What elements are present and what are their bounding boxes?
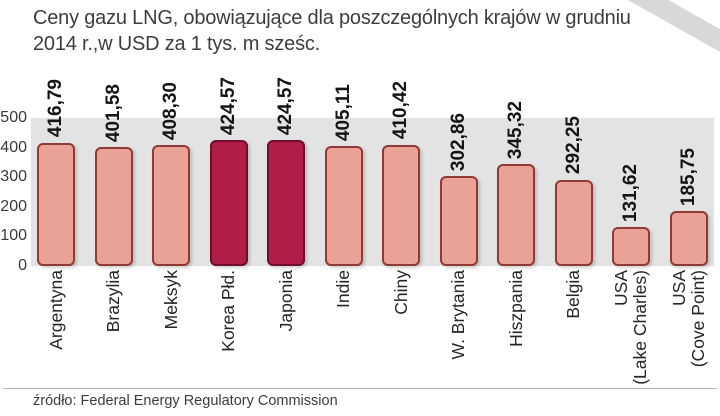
category-column-5: Japonia bbox=[267, 270, 305, 385]
bar-value-label: 302,86 bbox=[447, 113, 469, 172]
category-label-line: (Cove Point) bbox=[687, 270, 708, 368]
category-label-line: Indie bbox=[333, 270, 354, 308]
category-label-line: W. Brytania bbox=[448, 270, 469, 360]
category-label: USA (Lake Charles) bbox=[611, 270, 651, 385]
category-label-line: Chiny bbox=[390, 270, 411, 315]
bar-12 bbox=[669, 211, 708, 266]
bar-8 bbox=[439, 176, 478, 266]
bar-column-9: 345,32 bbox=[497, 101, 536, 266]
bar-value-label: 416,79 bbox=[45, 79, 66, 138]
bar-1 bbox=[37, 142, 75, 266]
plot-area: 416,79 401,58 408,30 424,57 424,57 405,11 410,… bbox=[31, 77, 714, 266]
bar-3 bbox=[152, 145, 191, 266]
x-labels-row: Argentyna Brazylia Meksyk Korea Płd. Japonia… bbox=[37, 270, 708, 385]
y-axis: 500 400 300 200 100 0 bbox=[0, 109, 27, 274]
bar-value-label: 408,30 bbox=[160, 81, 182, 141]
category-label-line: Korea Płd. bbox=[218, 270, 239, 352]
bar-4 bbox=[209, 140, 248, 266]
bar-value-label: 401,58 bbox=[102, 83, 124, 143]
y-tick-label: 400 bbox=[0, 138, 27, 156]
bar-5 bbox=[267, 140, 306, 266]
category-label-line: Japonia bbox=[275, 270, 296, 332]
bar-value-label: 292,25 bbox=[562, 116, 584, 175]
category-label-line: Brazylia bbox=[103, 270, 124, 333]
footer: źródło: Federal Energy Regulatory Commis… bbox=[3, 388, 717, 409]
y-tick-label: 500 bbox=[0, 109, 27, 126]
chart-title-line-1: Ceny gazu LNG, obowiązujące dla poszczeg… bbox=[33, 7, 631, 29]
category-label-line: Belgia bbox=[563, 270, 584, 319]
category-column-9: Hiszpania bbox=[497, 270, 535, 385]
y-tick-label: 100 bbox=[0, 227, 27, 245]
category-label-line: Argentyna bbox=[45, 270, 66, 350]
bar-column-3: 408,30 bbox=[152, 82, 191, 266]
category-label: Brazylia bbox=[103, 270, 124, 333]
bar-9 bbox=[497, 163, 536, 266]
category-column-11: USA (Lake Charles) bbox=[611, 270, 651, 385]
category-label: W. Brytania bbox=[448, 270, 469, 360]
bar-value-label: 410,42 bbox=[390, 81, 412, 140]
bar-value-label: 424,57 bbox=[217, 77, 239, 136]
bar-6 bbox=[324, 146, 363, 266]
bar-column-6: 405,11 bbox=[324, 84, 363, 266]
source-text: źródło: Federal Energy Regulatory Commis… bbox=[33, 393, 338, 409]
bar-10 bbox=[554, 179, 593, 266]
category-column-1: Argentyna bbox=[37, 270, 75, 385]
category-label: Chiny bbox=[390, 270, 411, 315]
category-label: Indie bbox=[333, 270, 354, 308]
bar-column-1: 416,79 bbox=[37, 79, 75, 266]
y-tick-label: 200 bbox=[0, 197, 27, 215]
category-column-3: Meksyk bbox=[152, 270, 190, 385]
bar-column-4: 424,57 bbox=[209, 77, 248, 266]
bar-value-label: 131,62 bbox=[620, 163, 642, 222]
bar-value-label: 424,57 bbox=[275, 77, 297, 136]
category-label-line: USA bbox=[668, 270, 689, 306]
category-column-4: Korea Płd. bbox=[210, 270, 248, 385]
category-label-line: USA bbox=[611, 270, 632, 306]
bar-column-7: 410,42 bbox=[382, 81, 421, 266]
bar-7 bbox=[382, 144, 421, 266]
category-column-2: Brazylia bbox=[95, 270, 133, 385]
bar-column-12: 185,75 bbox=[669, 118, 708, 266]
bar-11 bbox=[612, 227, 651, 266]
y-tick-label: 0 bbox=[18, 257, 27, 274]
bar-column-2: 401,58 bbox=[94, 84, 133, 266]
bar-2 bbox=[94, 147, 133, 266]
category-column-8: W. Brytania bbox=[440, 270, 478, 385]
category-label: Meksyk bbox=[160, 270, 181, 330]
category-label-line: (Lake Charles) bbox=[630, 270, 651, 385]
bar-value-label: 185,75 bbox=[677, 147, 699, 206]
y-tick-label: 300 bbox=[0, 168, 27, 186]
bar-column-8: 302,86 bbox=[439, 113, 478, 266]
category-column-10: Belgia bbox=[555, 270, 593, 385]
chart-title-line-2: 2014 r.,w USD za 1 tys. m sześc. bbox=[33, 33, 321, 55]
category-label: Korea Płd. bbox=[218, 270, 239, 352]
category-label: Hiszpania bbox=[505, 270, 526, 347]
bar-value-label: 405,11 bbox=[332, 84, 354, 142]
bar-column-11: 131,62 bbox=[612, 118, 651, 266]
bars-row: 416,79 401,58 408,30 424,57 424,57 405,11 410,… bbox=[37, 77, 708, 266]
category-label: Belgia bbox=[563, 270, 584, 319]
category-label-line: Hiszpania bbox=[505, 270, 526, 347]
category-label: Argentyna bbox=[45, 270, 66, 350]
bar-column-5: 424,57 bbox=[267, 77, 306, 266]
category-label-line: Meksyk bbox=[160, 270, 181, 330]
category-column-12: USA (Cove Point) bbox=[668, 270, 708, 385]
category-label: USA (Cove Point) bbox=[668, 270, 708, 368]
bar-value-label: 345,32 bbox=[505, 100, 527, 159]
corner-decoration bbox=[628, 0, 720, 52]
chart-title: Ceny gazu LNG, obowiązujące dla poszczeg… bbox=[33, 5, 631, 57]
category-column-7: Chiny bbox=[382, 270, 420, 385]
category-label: Japonia bbox=[275, 270, 296, 332]
category-column-6: Indie bbox=[325, 270, 363, 385]
bar-column-10: 292,25 bbox=[554, 116, 593, 266]
